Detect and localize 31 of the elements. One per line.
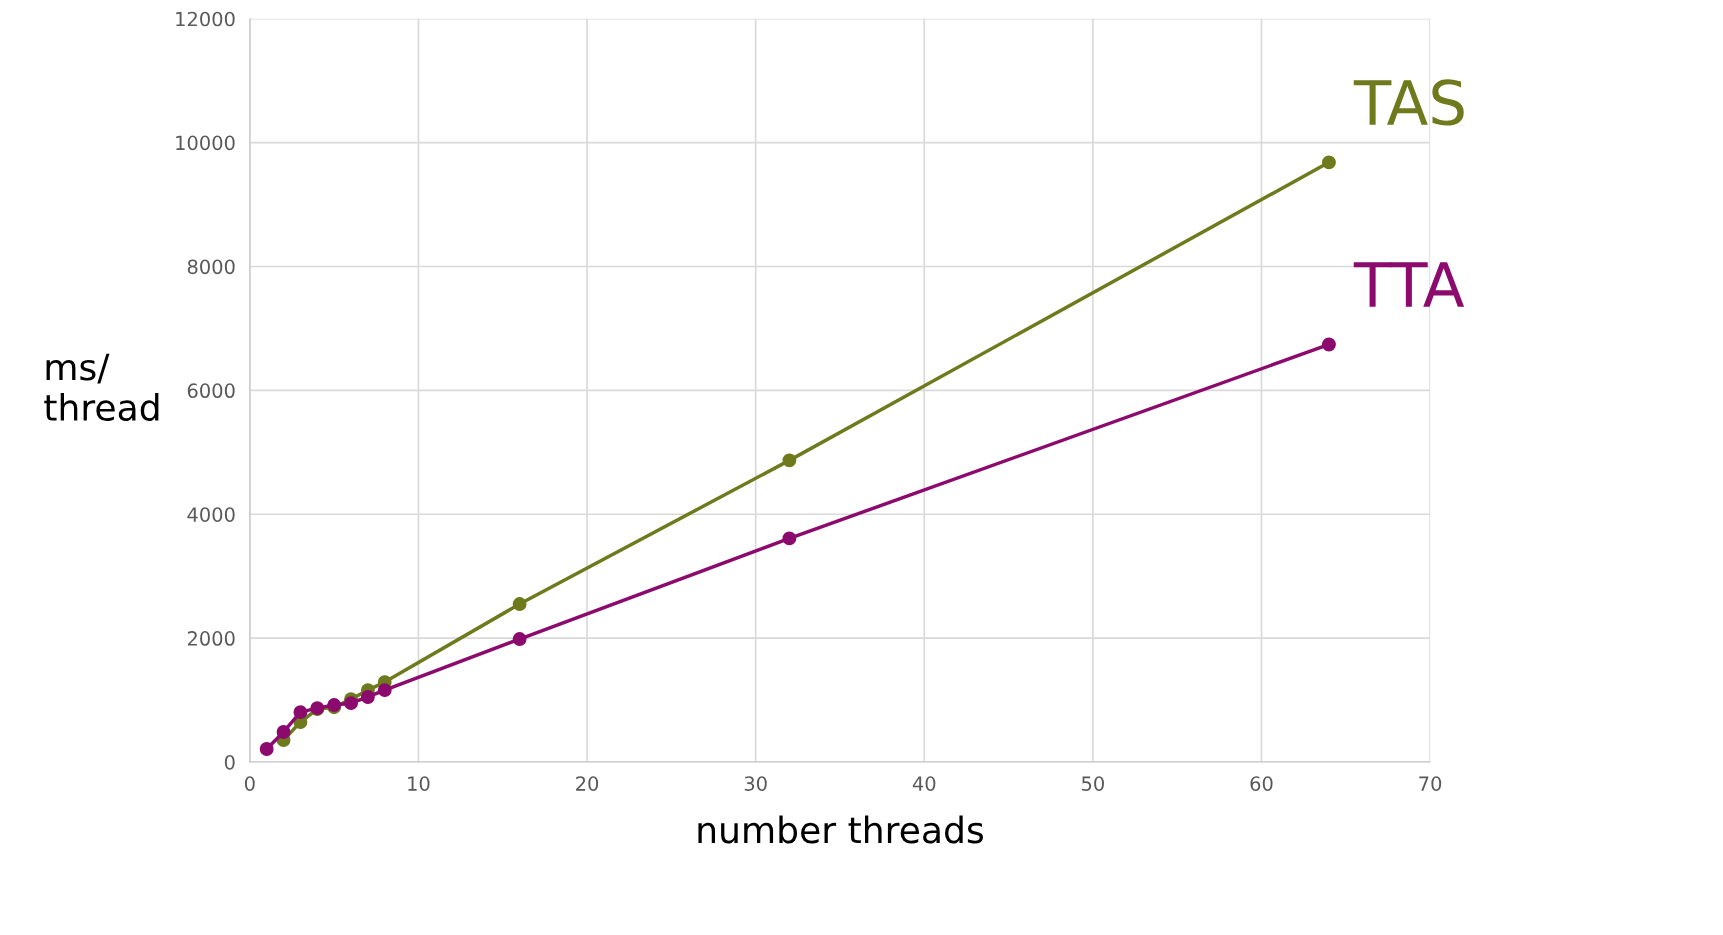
point xyxy=(782,453,797,468)
point xyxy=(512,597,527,612)
y-axis-title: ms/ thread xyxy=(44,353,159,422)
point xyxy=(360,690,375,704)
y-tick-label: 2000 xyxy=(187,631,235,646)
y-tick-label: 12000 xyxy=(176,11,235,27)
point xyxy=(512,632,527,647)
point xyxy=(276,725,291,739)
x-tick-label: 70 xyxy=(1419,776,1442,791)
point xyxy=(1321,337,1336,352)
point xyxy=(344,696,358,711)
series-label: TTA xyxy=(1353,262,1465,307)
x-tick-label: 20 xyxy=(576,776,599,791)
series-label: TAS xyxy=(1353,79,1464,126)
point xyxy=(1321,155,1336,170)
point xyxy=(377,683,392,698)
x-tick-label: 50 xyxy=(1082,776,1104,791)
x-tick-label: 40 xyxy=(912,776,936,791)
point xyxy=(782,531,797,546)
x-tick-label: 60 xyxy=(1250,776,1273,791)
x-axis-title: number threads xyxy=(698,815,983,844)
x-tick-label: 30 xyxy=(744,776,767,791)
x-tick-label: 0 xyxy=(244,776,255,791)
point xyxy=(293,705,308,720)
y-tick-label: 4000 xyxy=(187,507,235,522)
y-tick-label: 10000 xyxy=(176,135,235,151)
point xyxy=(259,742,274,756)
y-tick-label: 6000 xyxy=(187,383,235,399)
y-tick-label: 0 xyxy=(224,754,235,770)
y-tick-label: 8000 xyxy=(187,259,235,275)
x-tick-label: 10 xyxy=(408,776,430,791)
